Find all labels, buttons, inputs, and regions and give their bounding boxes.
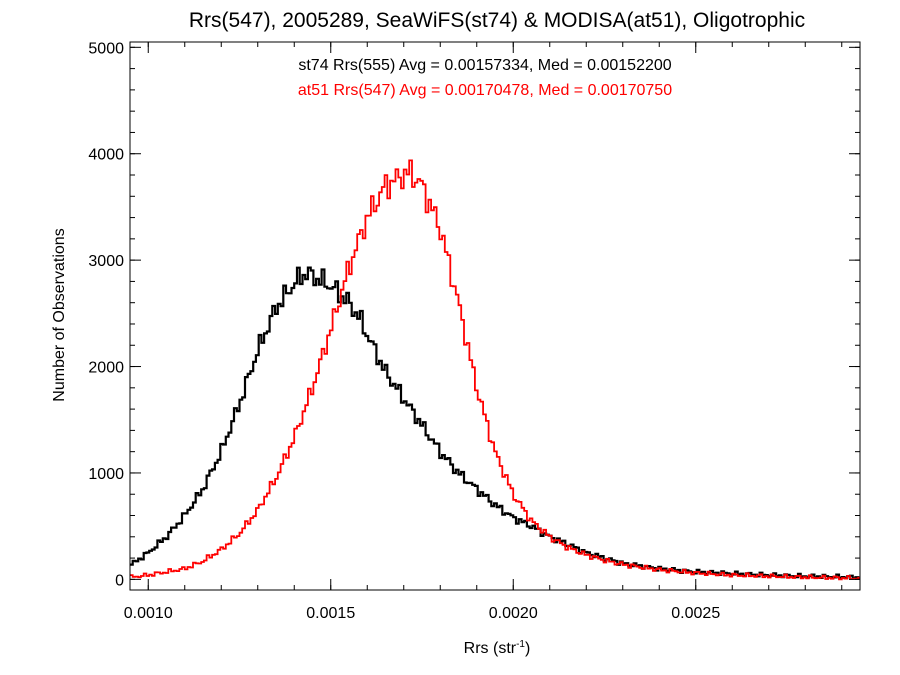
y-tick-label: 4000 [88,147,124,164]
y-axis-label: Number of Observations [51,228,68,401]
series-layer [130,159,860,581]
y-tick-label: 5000 [88,40,124,57]
x-tick-label: 0.0025 [671,605,720,622]
x-tick-label: 0.0010 [124,605,173,622]
y-tick-label: 1000 [88,466,124,483]
annotation-st74: st74 Rrs(555) Avg = 0.00157334, Med = 0.… [298,57,671,74]
tick-labels: 0.0010 0.0015 0.0020 0.0025 0 1000 2000 3000 400… [88,40,720,622]
axes-layer [129,41,861,591]
x-axis-label-close: ) [525,640,530,657]
x-axis-label-superscript: -1 [516,639,525,650]
x-tick-label: 0.0015 [306,605,355,622]
y-tick-label: 2000 [88,360,124,377]
annotation-at51: at51 Rrs(547) Avg = 0.00170478, Med = 0.… [298,82,672,99]
y-tick-label: 0 [115,572,124,589]
x-axis-label-main: Rrs (str [464,640,517,657]
series-line-at51 [130,159,860,581]
x-tick-label: 0.0020 [489,605,538,622]
plot-frame [129,41,861,591]
y-tick-label: 3000 [88,253,124,270]
x-axis-label: Rrs (str-1) [464,639,531,657]
series-line-st74 [130,266,860,580]
chart-title: Rrs(547), 2005289, SeaWiFS(st74) & MODIS… [189,9,805,32]
